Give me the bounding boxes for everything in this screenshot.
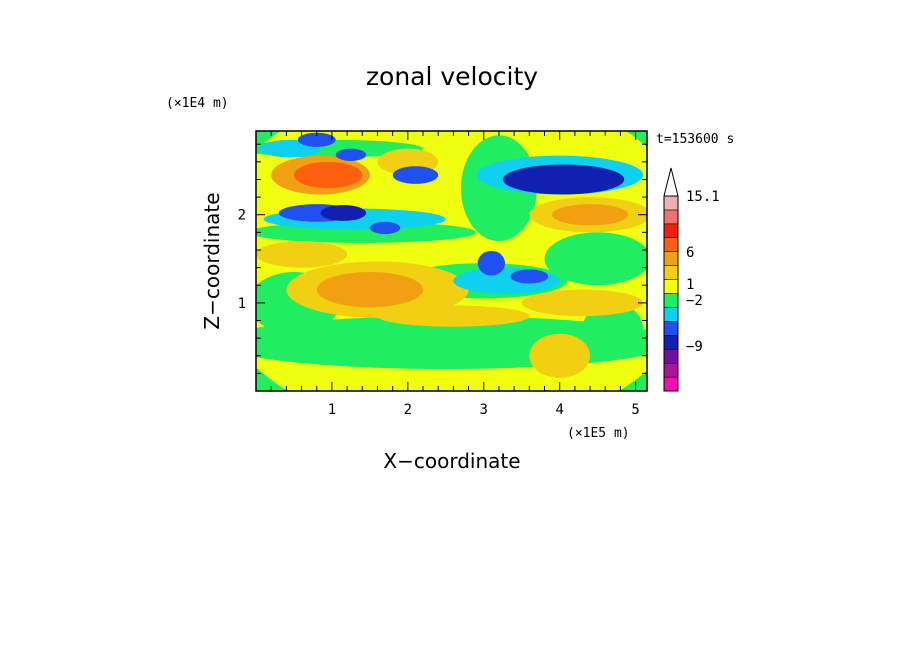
contour-region-27 bbox=[477, 250, 506, 276]
y-axis-label: Z−coordinate bbox=[200, 192, 224, 329]
colorbar-tick-label: −2 bbox=[686, 293, 703, 309]
contour-region-3 bbox=[582, 302, 644, 356]
colorbar-segment bbox=[663, 223, 679, 239]
colorbar-segment bbox=[663, 265, 679, 280]
x-tick-label: 4 bbox=[555, 402, 563, 418]
contour-region-28 bbox=[510, 269, 549, 284]
x-tick-label: 1 bbox=[328, 402, 336, 418]
x-tick-label: 5 bbox=[631, 402, 639, 418]
colorbar-tick-label: 15.1 bbox=[686, 189, 720, 205]
contour-region-30 bbox=[297, 132, 336, 147]
colorbar-top-arrow bbox=[663, 167, 679, 197]
contour-region-13 bbox=[521, 289, 644, 317]
colorbar-segment bbox=[663, 321, 679, 336]
x-scale-label: (×1E5 m) bbox=[567, 426, 630, 441]
y-tick-label: 1 bbox=[238, 296, 246, 312]
colorbar-segment bbox=[663, 195, 679, 211]
contour-region-31 bbox=[502, 164, 625, 195]
colorbar-segment bbox=[663, 307, 679, 322]
colorbar-frame bbox=[663, 195, 679, 392]
colorbar-tick-label: 1 bbox=[686, 277, 694, 293]
contour-region-10 bbox=[256, 241, 348, 268]
contour-region-17 bbox=[552, 204, 629, 226]
contour-region-32 bbox=[320, 205, 367, 221]
colorbar-segment bbox=[663, 279, 679, 294]
chart-title: zonal velocity bbox=[366, 62, 538, 91]
colorbar-segment bbox=[663, 376, 679, 392]
colorbar-segment bbox=[663, 348, 679, 364]
y-scale-label: (×1E4 m) bbox=[166, 96, 229, 111]
plot-frame bbox=[255, 130, 648, 392]
colorbar-tick-label: 6 bbox=[686, 245, 694, 261]
contour-regions bbox=[256, 131, 647, 391]
y-ticks: 12 bbox=[238, 143, 647, 374]
colorbar-segment bbox=[663, 335, 679, 350]
plot-area bbox=[256, 131, 647, 391]
contour-region-25 bbox=[369, 221, 401, 235]
x-axis-label: X−coordinate bbox=[383, 449, 520, 473]
contour-region-12 bbox=[529, 333, 591, 378]
colorbar-tick-label: −9 bbox=[686, 339, 703, 355]
x-tick-label: 3 bbox=[480, 402, 488, 418]
colorbar-segment bbox=[663, 293, 679, 308]
contour-region-15 bbox=[377, 305, 530, 327]
contour-region-7 bbox=[544, 232, 647, 286]
colorbar: 15.1 6 1−2 −9 bbox=[663, 167, 720, 392]
contour-region-16 bbox=[316, 272, 424, 308]
time-label: t=153600 s bbox=[656, 132, 734, 147]
x-tick-label: 2 bbox=[404, 402, 412, 418]
contour-region-19 bbox=[293, 161, 363, 189]
contour-region-29 bbox=[335, 148, 367, 161]
colorbar-segment bbox=[663, 362, 679, 378]
x-ticks: 1 2 3 4 5 bbox=[270, 131, 640, 418]
contour-region-26 bbox=[392, 166, 439, 184]
colorbar-segment bbox=[663, 237, 679, 252]
colorbar-segment bbox=[663, 251, 679, 266]
colorbar-segment bbox=[663, 209, 679, 225]
y-tick-label: 2 bbox=[238, 208, 246, 224]
